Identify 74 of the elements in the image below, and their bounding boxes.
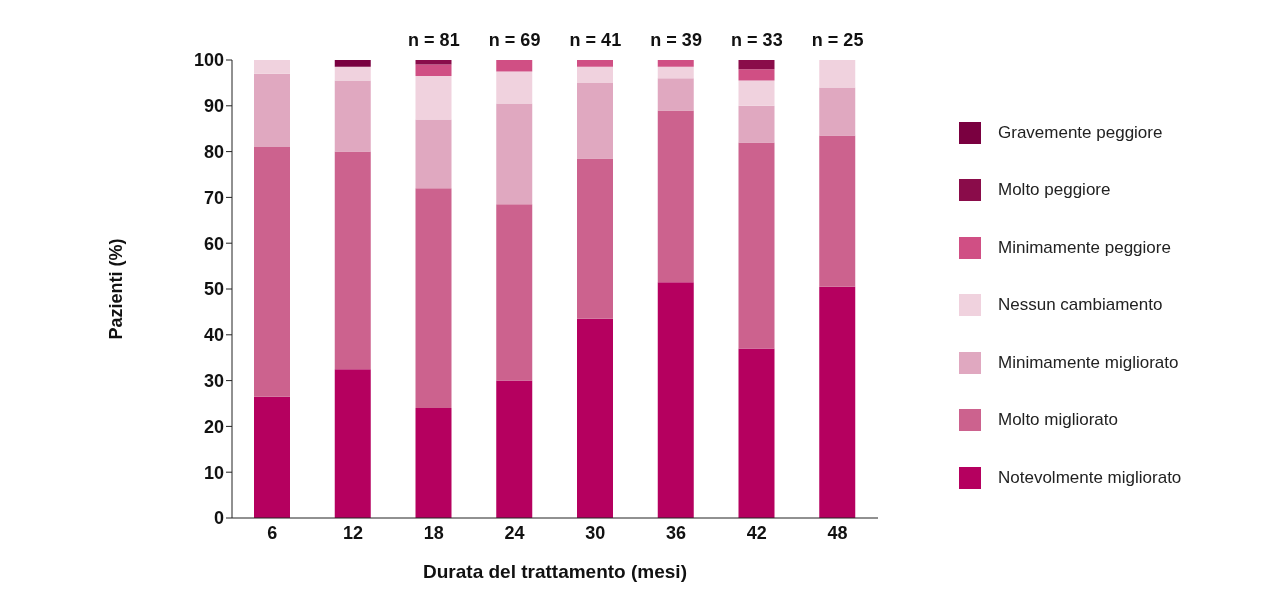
bar (334, 80, 371, 152)
bar (415, 408, 452, 518)
y-axis-title: Pazienti (%) (106, 238, 127, 340)
bar (415, 188, 452, 409)
bar (254, 147, 290, 397)
y-tick-label: 90 (203, 96, 224, 117)
bar (415, 76, 452, 120)
bar (496, 380, 533, 518)
x-tick-label: 48 (827, 522, 848, 543)
bar (496, 60, 533, 72)
bar (577, 60, 613, 67)
bar (577, 158, 613, 319)
x-tick-label: 42 (746, 522, 767, 543)
bar (657, 66, 694, 79)
bar (496, 204, 533, 381)
annotation: n = 25 (811, 30, 864, 50)
annotation: n = 33 (731, 30, 783, 50)
bar (496, 103, 533, 205)
bar (819, 135, 856, 287)
legend-label: Molto migliorato (998, 410, 1118, 431)
bar (738, 80, 775, 106)
y-tick-label: 30 (203, 370, 224, 391)
y-tick-label: 60 (203, 233, 224, 254)
bar (657, 110, 694, 283)
bar (334, 369, 371, 518)
x-tick-label: 24 (504, 522, 525, 543)
y-tick-label: 80 (203, 141, 224, 162)
y-tick-label: 70 (203, 187, 224, 208)
bar (496, 71, 533, 104)
bar (738, 69, 775, 81)
bar (415, 64, 452, 77)
annotation: n = 81 (408, 30, 460, 50)
y-tick-label: 20 (203, 416, 224, 437)
legend-label: Nessun cambiamento (998, 295, 1163, 316)
bar (577, 318, 613, 518)
bar (577, 82, 613, 159)
bar (819, 60, 856, 88)
legend-label: Minimamente migliorato (998, 352, 1179, 373)
bar (738, 105, 775, 143)
bar (577, 66, 613, 83)
y-tick-label: 100 (193, 50, 224, 71)
bar (254, 73, 290, 148)
annotation: n = 69 (488, 30, 541, 50)
bar (334, 151, 371, 370)
bar (657, 78, 694, 111)
bar (334, 66, 371, 81)
x-tick-label: 30 (585, 522, 606, 543)
bar (819, 286, 856, 518)
x-tick-label: 6 (267, 522, 278, 543)
bar (738, 60, 775, 70)
bar (415, 119, 452, 189)
bar (415, 60, 452, 65)
bar (657, 60, 694, 67)
legend-label: Gravemente peggiore (998, 122, 1163, 143)
bar (254, 60, 290, 74)
bar (254, 396, 290, 518)
bar (334, 60, 371, 67)
y-tick-label: 0 (213, 508, 224, 529)
bar (657, 282, 694, 518)
y-tick-label: 10 (203, 462, 224, 483)
annotation: n = 41 (569, 30, 622, 50)
x-tick-label: 18 (423, 522, 444, 543)
bar (819, 87, 856, 136)
annotation: n = 39 (650, 30, 702, 50)
legend-label: Notevolmente migliorato (998, 467, 1182, 488)
bar (738, 142, 775, 349)
x-tick-label: 12 (343, 522, 364, 543)
legend-label: Minimamente peggiore (998, 237, 1171, 258)
x-tick-label: 36 (666, 522, 687, 543)
bar (738, 348, 775, 518)
x-axis-title: Durata del trattamento (mesi) (423, 561, 687, 582)
legend-label: Molto peggiore (998, 180, 1111, 201)
y-tick-label: 50 (203, 279, 224, 300)
y-tick-label: 40 (203, 325, 224, 346)
